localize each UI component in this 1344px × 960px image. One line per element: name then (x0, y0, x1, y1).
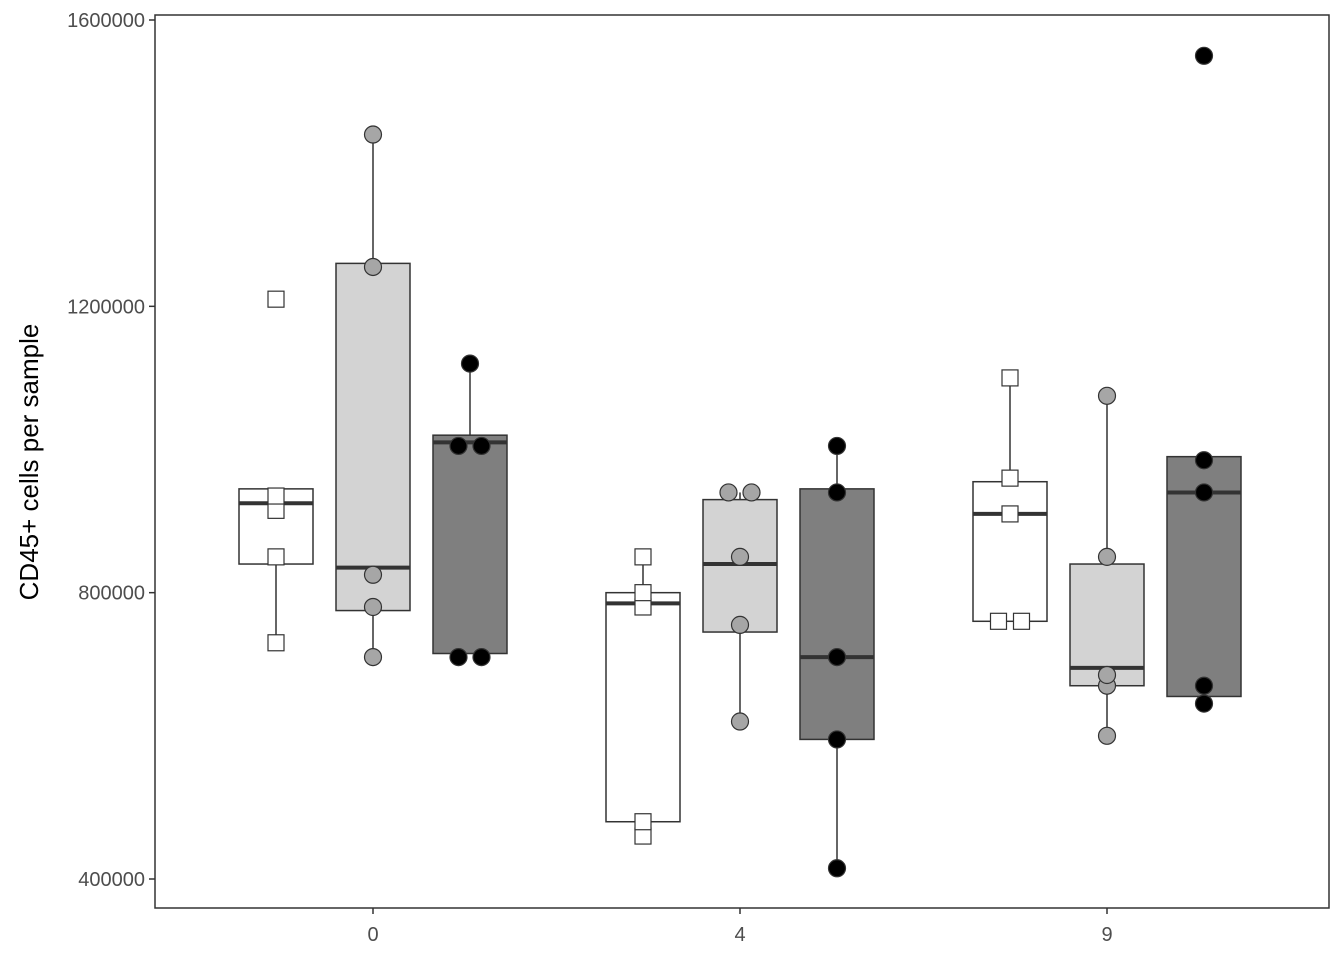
data-point (827, 859, 847, 878)
data-point (634, 813, 652, 831)
data-point (267, 634, 285, 652)
x-tick-label: 0 (367, 924, 378, 946)
data-point (363, 257, 383, 277)
y-tick-label: 1600000 (67, 10, 145, 32)
points-group (267, 46, 1214, 878)
data-point (449, 647, 468, 667)
data-point (472, 436, 491, 456)
box-body (335, 262, 411, 612)
box-group (238, 134, 1242, 869)
data-point (827, 483, 847, 502)
box (432, 363, 508, 655)
box-body (432, 434, 508, 655)
data-point (634, 584, 652, 602)
y-axis-title: CD45+ cells per sample (14, 324, 44, 601)
box-body (605, 591, 681, 823)
data-point (730, 712, 750, 731)
y-tick-label: 1200000 (67, 296, 145, 318)
y-tick-label: 800000 (78, 583, 145, 605)
box-body (972, 480, 1048, 623)
data-point (1012, 612, 1031, 630)
y-tick-label: 400000 (78, 869, 145, 891)
data-point (267, 290, 285, 308)
data-point (1194, 451, 1214, 470)
data-point (730, 615, 750, 634)
data-point (1194, 483, 1214, 502)
data-point (634, 598, 652, 616)
data-point (1194, 46, 1214, 65)
data-point (1097, 547, 1117, 566)
data-point (1194, 676, 1214, 695)
data-point (267, 487, 285, 505)
data-point (363, 125, 383, 144)
data-point (1097, 386, 1117, 405)
box (335, 134, 411, 658)
data-point (1001, 469, 1019, 487)
data-point (363, 647, 383, 667)
x-tick-label: 4 (734, 924, 745, 946)
data-point (827, 730, 847, 749)
data-point (1001, 369, 1019, 387)
data-point (989, 612, 1008, 630)
plot-panel (154, 14, 1330, 909)
box (605, 556, 681, 823)
data-point (1194, 694, 1214, 713)
data-point (363, 597, 383, 617)
data-point (267, 501, 285, 519)
data-point (1001, 505, 1019, 523)
data-point (267, 548, 285, 566)
data-point (730, 547, 750, 566)
x-tick-label: 9 (1101, 924, 1112, 946)
data-point (719, 483, 738, 502)
y-axis: 400000 800000 1200000 1600000 (67, 10, 155, 891)
data-point (827, 436, 847, 456)
x-axis: 0 4 9 (367, 908, 1113, 946)
data-point (460, 354, 480, 373)
data-point (363, 565, 383, 584)
data-point (742, 483, 761, 502)
data-point (1097, 665, 1117, 685)
data-point (634, 827, 652, 845)
data-point (634, 548, 652, 566)
data-point (1097, 726, 1117, 745)
data-point (472, 647, 491, 667)
box-body (799, 488, 875, 741)
data-point (827, 647, 847, 667)
data-point (449, 436, 468, 456)
